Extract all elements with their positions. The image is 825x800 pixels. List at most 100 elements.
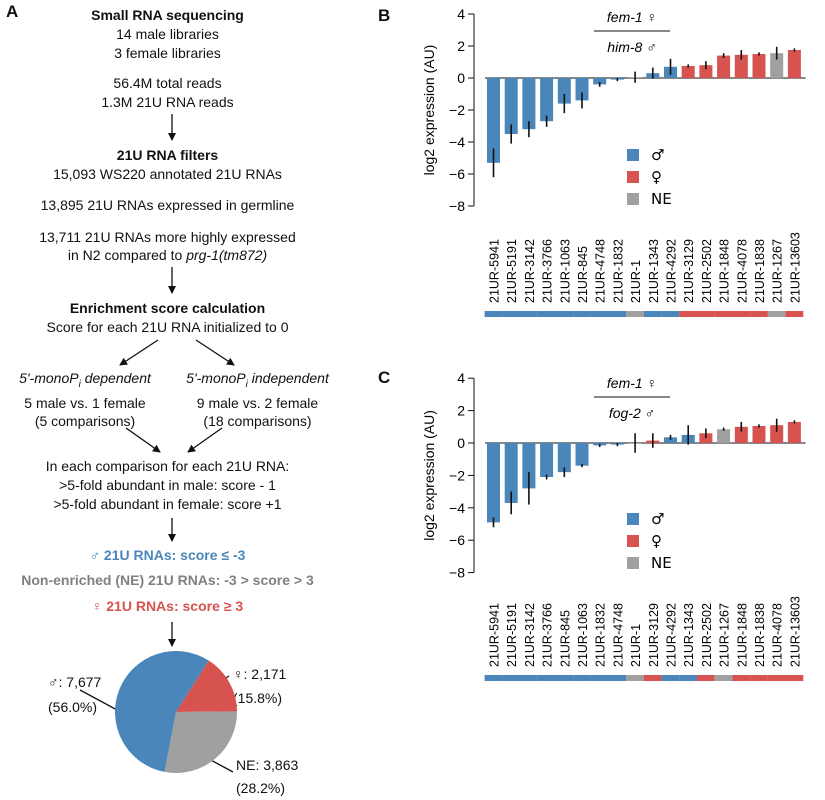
total-reads: 56.4M total reads [113,75,222,91]
pie-male-label: ♂: 7,677 [48,674,102,690]
class-strip-segment [679,311,698,317]
x-tick-label: 21UR-4748 [594,239,608,303]
male-rule: >5-fold abundant in male: score - 1 [59,477,276,493]
class-strip-segment [697,311,715,317]
y-axis-label: log2 expression (AU) [421,45,437,176]
x-tick-label: 21UR-1832 [594,603,608,667]
x-tick-label: 21UR-1343 [682,603,696,667]
class-strip-segment [785,311,804,317]
class-strip-segment [608,311,627,317]
x-tick-label: 21UR-13603 [788,232,802,303]
bar-21UR-3766 [540,78,554,122]
legend-label: NE [651,554,672,572]
x-tick-label: 21UR-845 [558,610,572,667]
title-bottom: fog-2 ♂ [609,405,655,421]
x-tick-label: 21UR-3142 [523,239,537,303]
bar-21UR-5941 [487,443,500,523]
x-tick-label: 21UR-845 [576,246,590,303]
class-strip-segment [537,675,556,681]
independent-count: (18 comparisons) [203,412,312,429]
dependent-count: (5 comparisons) [34,412,136,429]
legend-swatch [627,513,639,525]
bar-21UR-1267 [717,429,731,443]
pie-slice-ne [164,711,238,773]
y-tick-label: −4 [449,134,465,150]
y-tick-label: 2 [457,403,465,419]
dependent-title: 5'-monoPi dependent [19,370,151,390]
class-strip-segment [573,675,591,681]
x-tick-label: 21UR-1267 [718,603,732,667]
class-strip-segment [750,675,768,681]
class-strip-segment [484,311,503,317]
pie-female-label: ♀: 2,171 [233,666,287,682]
flow-header: Small RNA sequencing [91,7,244,23]
x-tick-label: 21UR-1832 [611,239,625,303]
panel-label-c: C [378,368,391,387]
female-rule: >5-fold abundant in female: score +1 [53,496,282,512]
class-strip-segment [643,311,662,317]
y-tick-label: 2 [457,38,465,54]
female-libraries: 3 female libraries [114,45,221,61]
x-tick-label: 21UR-4292 [665,603,679,667]
class-strip-segment [502,675,521,681]
y-tick-label: −6 [449,166,465,182]
x-tick-label: 21UR-1838 [753,603,767,667]
class-strip-segment [537,311,556,317]
x-tick-label: 21UR-5941 [488,603,502,667]
class-strip-segment [502,311,521,317]
flow-arrow-ind [195,339,235,366]
class-strip-segment [555,311,574,317]
rna-reads: 1.3M 21U RNA reads [101,94,234,110]
x-tick-label: 21UR-4078 [735,239,749,303]
legend-label: NE [651,190,672,208]
x-tick-label: 21UR-1 [629,624,643,667]
bar-chart-b: −8 −6 −4 −2 0 2 4 log2 expression (AU) 21UR-5941… [421,6,806,317]
prg1-allele: prg-1(tm872) [186,247,268,263]
x-tick-label: 21UR-4078 [771,603,785,667]
x-tick-label: 21UR-1063 [576,603,590,667]
bar-21UR-1063 [575,443,589,466]
class-strip-segment [520,675,538,681]
x-tick-label: 21UR-1838 [753,239,767,303]
pie-female-pct: (15.8%) [233,690,283,706]
bar-21UR-1848 [717,55,731,78]
legend-swatch [627,149,639,161]
y-tick-label: −2 [449,467,465,483]
bar-21UR-1838 [752,54,766,78]
x-tick-label: 21UR-2502 [700,239,714,303]
x-tick-label: 21UR-1063 [558,239,572,303]
panel-label-b: B [378,6,391,25]
y-tick-label: 0 [457,435,465,451]
class-strip-segment [520,311,538,317]
ne-class: Non-enriched (NE) 21U RNAs: -3 > score >… [21,572,314,588]
bar-chart-c: −8 −6 −4 −2 0 2 4 log2 expression (AU) 21UR-5941… [421,370,806,681]
annotated-count: 15,093 WS220 annotated 21U RNAs [53,166,282,182]
male-libraries: 14 male libraries [116,26,219,42]
pie-slice-female [176,660,237,712]
y-tick-label: −2 [449,102,465,118]
bar-21UR-3129 [681,66,695,78]
bar-21UR-3766 [540,443,554,478]
each-comparison: In each comparison for each 21U RNA: [45,458,290,474]
class-strip-segment [484,675,503,681]
class-strip-segment [679,675,698,681]
pie-ne-pct: (28.2%) [236,780,286,796]
class-strip-segment [697,675,715,681]
x-tick-label: 21UR-1848 [718,239,732,303]
bar-21UR-4748 [593,78,607,85]
panel-label-a: A [6,2,19,21]
flow-arrow-dep-down [125,427,161,453]
enrichment-title: Enrichment score calculation [69,300,266,316]
independent-comparison: 9 male vs. 2 female [196,394,319,411]
legend-label: ♂ [651,510,664,528]
y-tick-label: −8 [449,565,465,581]
bar-21UR-4292 [664,437,677,443]
higher-expressed-line1: 13,711 21U RNAs more highly expressed [39,229,296,245]
x-tick-label: 21UR-3129 [682,239,696,303]
class-strip-segment [555,675,574,681]
class-strip-segment [714,311,733,317]
flow-arrow-ind-down [187,427,223,453]
class-strip-segment [714,675,733,681]
legend-swatch [627,171,639,183]
